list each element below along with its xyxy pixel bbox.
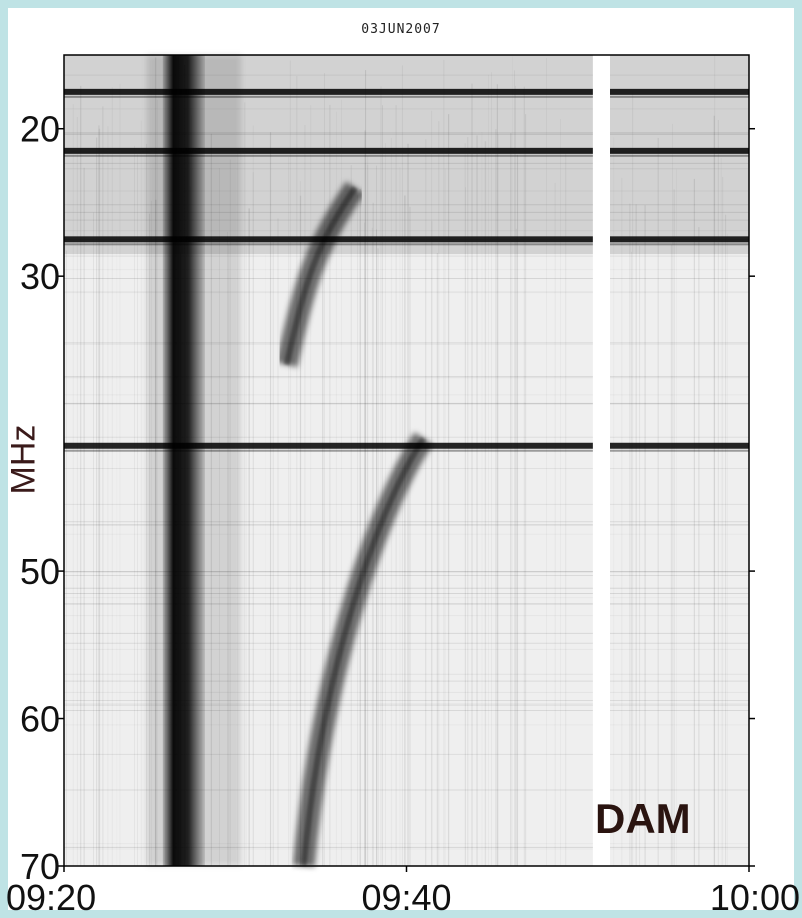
- type-ii-lane-core: [300, 436, 427, 867]
- interference-band: [64, 147, 749, 154]
- x-tick-label: 09:20: [6, 877, 96, 918]
- interference-band-echo: [64, 95, 749, 98]
- y-tick-label: 30: [20, 256, 60, 297]
- interference-band: [64, 442, 749, 449]
- type-ii-lane-core: [283, 186, 358, 366]
- interference-band: [64, 236, 749, 243]
- y-tick-label: 60: [20, 699, 60, 740]
- plot-area: [63, 55, 749, 868]
- data-gap: [592, 55, 610, 866]
- dam-watermark: DAM: [595, 795, 691, 842]
- x-tick-label: 09:40: [361, 877, 451, 918]
- y-tick-label: 70: [20, 846, 60, 887]
- interference-band-echo: [64, 154, 749, 157]
- chart-title: 03JUN2007: [361, 22, 441, 37]
- interference-band: [64, 88, 749, 95]
- broadband-burst-halo: [146, 55, 241, 866]
- y-tick-label: 20: [20, 109, 60, 150]
- y-tick-label: 50: [20, 551, 60, 592]
- interference-band-echo: [64, 449, 749, 452]
- interference-band-echo: [64, 243, 749, 246]
- x-tick-label: 10:00: [710, 877, 800, 918]
